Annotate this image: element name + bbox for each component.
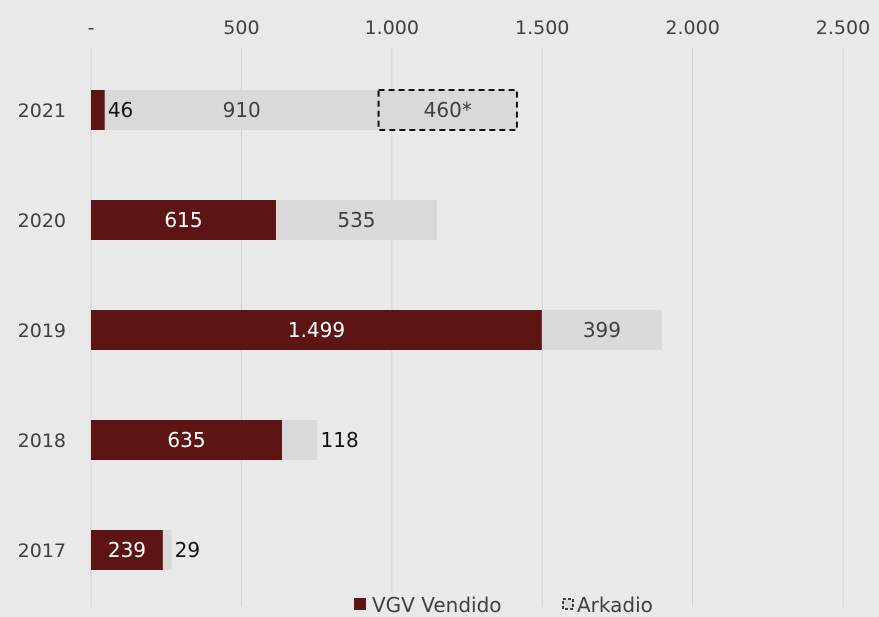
x-tick-label: 1.000 — [365, 17, 419, 39]
category-label: 2017 — [18, 540, 66, 562]
bar-value-label: 1.499 — [288, 318, 345, 342]
legend-swatch-vgv-vendido — [354, 598, 366, 610]
category-label: 2019 — [18, 320, 66, 342]
bar-segment — [377, 89, 518, 131]
bar-segment — [91, 90, 105, 130]
x-tick-label: 2.500 — [816, 17, 870, 39]
legend: VGV Vendido Arkadio — [354, 593, 653, 617]
bar-value-label: 239 — [108, 538, 146, 562]
bar-segment — [541, 310, 662, 350]
bar-value-label: 635 — [167, 428, 205, 452]
bar-value-label: 615 — [164, 208, 202, 232]
x-tick-label: 1.500 — [515, 17, 569, 39]
bar-segment — [162, 530, 172, 570]
bar-value-label: 118 — [321, 428, 359, 452]
y-axis-category-labels: 2021 2020 2019 2018 2017 — [18, 100, 66, 562]
bar-value-label: 535 — [337, 208, 375, 232]
bar-segment — [91, 530, 163, 570]
bar-segment — [91, 310, 542, 350]
bar-data-labels: 46 910 460* 615 535 1.499 399 635 118 239 29 — [108, 98, 621, 562]
bar-value-label: 460* — [424, 98, 472, 122]
x-tick-label: - — [88, 17, 95, 39]
bar-value-label: 46 — [108, 98, 133, 122]
category-label: 2018 — [18, 430, 66, 452]
bar-segment — [91, 420, 283, 460]
category-label: 2020 — [18, 210, 66, 232]
bar-value-label: 29 — [175, 538, 200, 562]
legend-label-vgv-vendido: VGV Vendido — [372, 593, 502, 617]
x-tick-label: 2.000 — [665, 17, 719, 39]
bar-value-label: 910 — [223, 98, 261, 122]
bar-segment — [282, 420, 318, 460]
bar-segment — [104, 90, 379, 130]
bar-segment — [91, 200, 276, 240]
category-label: 2021 — [18, 100, 66, 122]
bar-value-label: 399 — [583, 318, 621, 342]
x-axis-tick-labels: - 500 1.000 1.500 2.000 2.500 — [88, 17, 871, 39]
x-tick-label: 500 — [223, 17, 259, 39]
legend-swatch-arkadio — [562, 598, 574, 610]
bar-segment — [275, 200, 437, 240]
legend-label-arkadio: Arkadio — [577, 593, 653, 617]
bars — [91, 89, 662, 570]
